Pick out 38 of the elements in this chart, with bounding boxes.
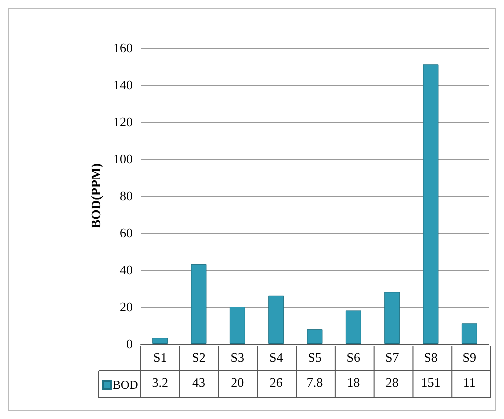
data-label: 11 bbox=[463, 375, 476, 390]
bar bbox=[462, 324, 478, 344]
y-tick-label: 80 bbox=[120, 188, 133, 204]
y-tick-label: 140 bbox=[114, 78, 133, 92]
bar bbox=[346, 310, 362, 344]
legend-label: BOD bbox=[113, 378, 139, 392]
y-tick-label: 40 bbox=[120, 262, 133, 278]
data-label: 26 bbox=[270, 375, 284, 390]
data-label: 43 bbox=[192, 375, 206, 390]
bar bbox=[191, 264, 207, 344]
x-tick-label: S2 bbox=[192, 350, 206, 365]
x-tick-label: S4 bbox=[269, 350, 284, 365]
bar bbox=[230, 307, 246, 344]
data-label: 18 bbox=[347, 375, 360, 390]
y-tick-label: 160 bbox=[114, 40, 133, 56]
y-tick-label: 60 bbox=[120, 226, 133, 240]
x-tick-label: S5 bbox=[308, 350, 322, 365]
x-tick-label: S6 bbox=[346, 350, 362, 365]
x-tick-label: S7 bbox=[385, 350, 400, 365]
y-axis-title: BOD(PPM) bbox=[88, 164, 104, 228]
data-label: 28 bbox=[386, 375, 399, 390]
x-tick-label: S8 bbox=[424, 350, 438, 365]
bar bbox=[268, 296, 284, 344]
bar bbox=[307, 330, 323, 344]
data-label: 7.8 bbox=[306, 375, 324, 390]
y-tick-label: 100 bbox=[114, 152, 133, 166]
bar bbox=[423, 64, 439, 344]
x-tick-label: S3 bbox=[230, 350, 245, 365]
data-label: 3.2 bbox=[152, 375, 168, 390]
x-tick-label: S9 bbox=[462, 350, 477, 365]
y-tick-label: 120 bbox=[114, 114, 133, 130]
data-label: 20 bbox=[231, 375, 244, 390]
y-tick-label: 0 bbox=[126, 336, 133, 352]
data-label: 151 bbox=[421, 375, 441, 390]
bar bbox=[384, 292, 400, 344]
y-tick-label: 20 bbox=[120, 300, 133, 314]
x-tick-label: S1 bbox=[153, 350, 168, 365]
bar bbox=[152, 338, 168, 344]
